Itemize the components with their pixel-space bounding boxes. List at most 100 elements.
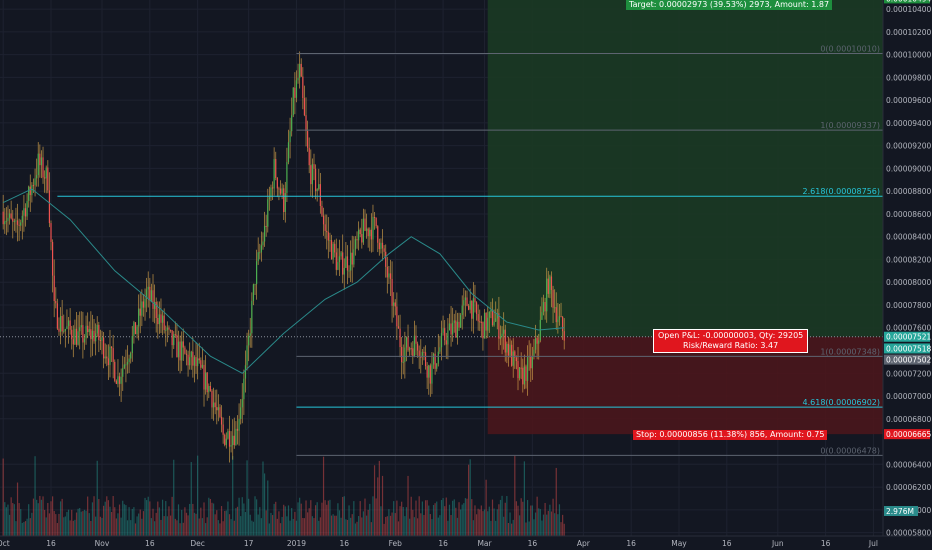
candle-body: [407, 337, 409, 351]
price-tag: [884, 429, 930, 440]
time-tick-label: 16: [46, 539, 56, 548]
volume-bar: [90, 521, 92, 536]
candle-body: [463, 300, 465, 306]
volume-bar: [109, 506, 111, 536]
volume-bar: [452, 500, 454, 536]
volume-bar: [48, 513, 51, 536]
candle-body: [322, 215, 325, 225]
volume-bar: [485, 479, 487, 536]
candle-body: [393, 302, 395, 306]
volume-bar: [203, 502, 205, 536]
candle-body: [428, 365, 430, 378]
volume-bar: [464, 498, 467, 536]
price-tag: [884, 354, 930, 365]
price-tag: [884, 331, 930, 342]
candle-body: [399, 328, 401, 348]
volume-bar: [249, 514, 251, 536]
candle-body: [308, 147, 310, 166]
volume-bar: [284, 506, 286, 536]
candle-body: [303, 98, 306, 116]
candle-body: [483, 312, 486, 339]
candle-body: [496, 313, 498, 319]
candle-body: [499, 336, 502, 339]
volume-bar: [302, 517, 304, 536]
volume-bar: [36, 499, 38, 536]
candle-body: [134, 322, 137, 335]
volume-bar: [154, 521, 156, 536]
candle-body: [138, 308, 140, 327]
volume-bar: [515, 501, 518, 536]
volume-bar: [472, 520, 474, 536]
candle-body: [91, 330, 94, 340]
volume-bar: [501, 495, 503, 536]
candle-body: [295, 80, 298, 98]
volume-bar: [455, 507, 457, 536]
volume-bar: [436, 501, 438, 536]
candle-body: [311, 164, 313, 185]
candle-body: [385, 251, 387, 267]
volume-bar: [512, 519, 514, 536]
candle-body: [534, 338, 537, 350]
candle-body: [305, 115, 307, 132]
candle-body: [375, 217, 377, 227]
candle-body: [526, 357, 529, 381]
volume-bar: [114, 507, 116, 536]
volume-bar: [394, 513, 396, 536]
time-tick-label: Apr: [577, 539, 591, 548]
volume-bar: [144, 497, 146, 536]
volume-bar: [534, 512, 537, 536]
volume-bar: [495, 520, 497, 536]
volume-bar: [544, 502, 546, 536]
volume-bar: [289, 520, 291, 536]
candle-body: [512, 351, 514, 366]
volume-bar: [506, 496, 508, 536]
target-label: Target: 0.00002973 (39.53%) 2973, Amount…: [626, 0, 833, 10]
volume-bar: [63, 517, 65, 536]
volume-bar: [279, 523, 282, 536]
volume-bar: [141, 518, 143, 536]
candle-body: [471, 300, 473, 319]
candle-body: [123, 364, 125, 369]
volume-bar: [445, 497, 447, 536]
candle-body: [118, 376, 121, 384]
candle-body: [466, 297, 468, 306]
candle-body: [299, 63, 301, 78]
volume-bar: [412, 509, 414, 536]
candle-body: [201, 364, 204, 368]
volume-bar: [555, 467, 557, 536]
candle-body: [225, 438, 227, 445]
volume-bar: [69, 520, 71, 536]
time-tick-label: 16: [438, 539, 448, 548]
candle-body: [128, 358, 130, 363]
volume-bar: [440, 500, 443, 536]
level-label: 4.618(0.00006902): [803, 398, 881, 407]
candle-body: [389, 273, 392, 279]
candle-body: [173, 334, 175, 346]
candle-body: [420, 356, 422, 358]
time-tick-label: Oct: [0, 539, 10, 548]
volume-bar: [461, 504, 463, 536]
candle-body: [547, 278, 549, 294]
volume-bar: [405, 507, 408, 536]
candle-body: [503, 329, 505, 334]
volume-bar: [389, 515, 392, 536]
candle-body: [340, 252, 342, 257]
candle-body: [276, 177, 278, 189]
candle-body: [203, 364, 205, 390]
candle-body: [475, 302, 478, 315]
volume-bar: [51, 496, 54, 536]
candle-body: [12, 218, 14, 222]
volume-bar: [488, 506, 490, 536]
time-tick-label: 17: [244, 539, 254, 548]
volume-bar: [388, 509, 390, 536]
volume-bar: [225, 510, 227, 536]
volume-bar: [240, 516, 242, 536]
time-tick-label: Feb: [389, 539, 403, 548]
volume-bar: [283, 504, 285, 536]
volume-bar: [166, 516, 168, 536]
candle-body: [394, 302, 396, 307]
candle-body: [372, 216, 374, 240]
level-label: 1(0.00007348): [820, 347, 880, 356]
price-tick-label: 0.00010000: [886, 51, 932, 60]
